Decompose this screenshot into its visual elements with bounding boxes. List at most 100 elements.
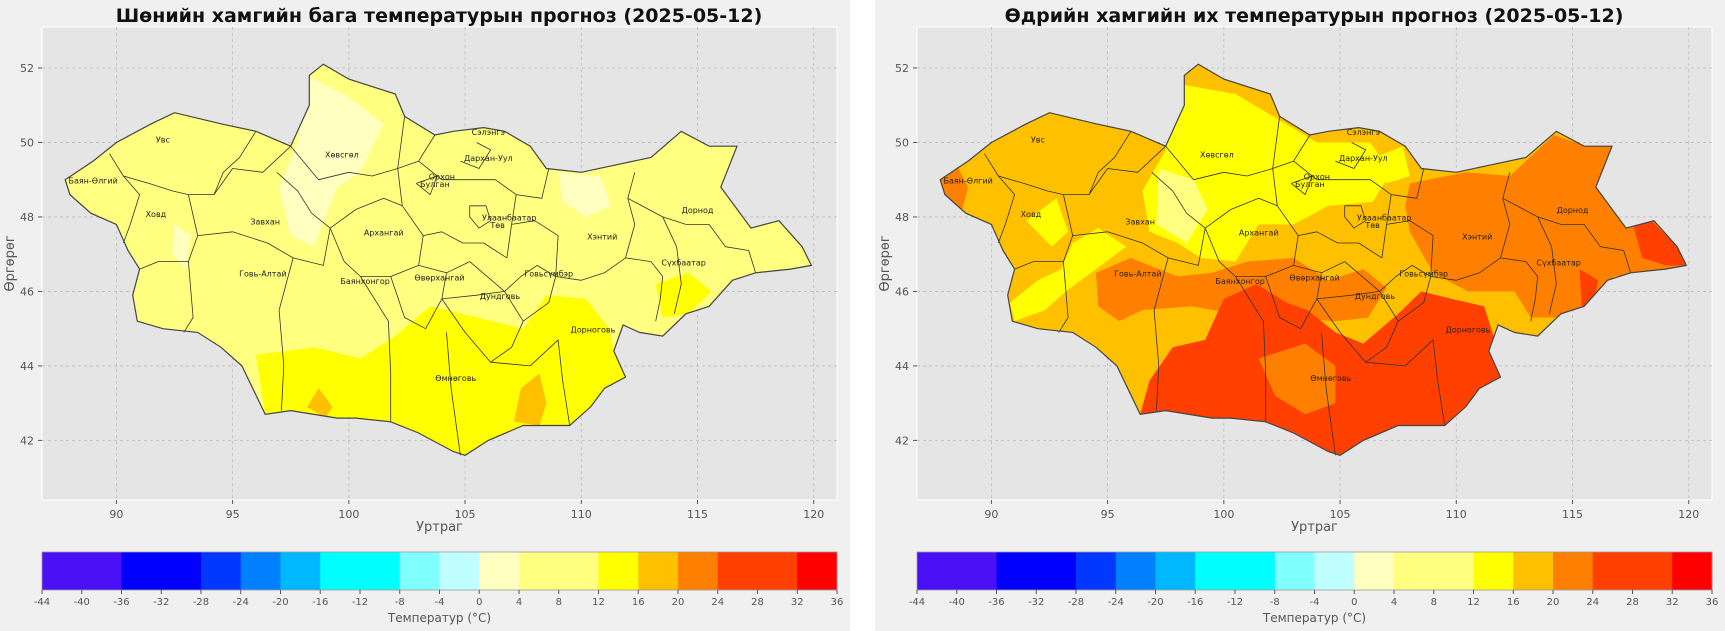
aimag-border bbox=[984, 153, 1015, 244]
colorbar-tick-label: -40 bbox=[949, 597, 965, 608]
aimag-border bbox=[998, 131, 1132, 196]
colorbar-swatch bbox=[996, 552, 1077, 590]
colorbar-swatch bbox=[1473, 552, 1514, 590]
colorbar-swatch bbox=[1672, 552, 1713, 590]
x-tick-label: 110 bbox=[571, 508, 592, 521]
aimag-label: Сэлэнгэ bbox=[1347, 128, 1380, 137]
aimag-label: Дархан-Уул bbox=[464, 154, 513, 163]
aimag-border bbox=[1291, 175, 1313, 196]
aimag-border bbox=[278, 257, 294, 411]
aimag-border bbox=[469, 205, 492, 229]
aimag-label: Дорноговь bbox=[570, 325, 615, 334]
colorbar-tick-label: -20 bbox=[1147, 597, 1163, 608]
aimag-border bbox=[625, 257, 664, 322]
y-tick-label: 46 bbox=[20, 285, 34, 298]
aimag-label: Дорнод bbox=[1557, 206, 1589, 215]
colorbar-swatch bbox=[638, 552, 679, 590]
aimag-border bbox=[446, 332, 461, 456]
aimag-label: Говь-Алтай bbox=[239, 270, 286, 279]
x-tick-label: 105 bbox=[455, 508, 476, 521]
colorbar-swatch bbox=[1155, 552, 1196, 590]
colorbar-tick-label: 16 bbox=[632, 597, 645, 608]
colorbar-tick-label: 28 bbox=[751, 597, 764, 608]
aimag-border bbox=[446, 261, 505, 292]
aimag-border bbox=[1153, 257, 1169, 411]
aimag-border bbox=[662, 216, 682, 314]
x-tick-label: 115 bbox=[1562, 508, 1583, 521]
aimag-label: Завхан bbox=[1125, 217, 1155, 226]
aimag-border bbox=[1235, 276, 1267, 422]
temperature-zone bbox=[1374, 146, 1410, 184]
aimag-border bbox=[1344, 205, 1366, 229]
temperature-zone bbox=[1026, 198, 1069, 247]
colorbar: -44 -40 -36 -32 -28 -24 -20 -16 -12 -8 -4 0 4 8 12 16 20… bbox=[909, 551, 1718, 625]
aimag-border bbox=[1379, 264, 1432, 322]
colorbar-tick-label: -40 bbox=[74, 597, 90, 608]
colorbar-tick-label: -32 bbox=[1028, 597, 1044, 608]
colorbar-tick-label: -32 bbox=[153, 597, 169, 608]
colorbar-swatch bbox=[1115, 552, 1156, 590]
y-axis-label: Өргөрөг bbox=[878, 235, 893, 291]
colorbar-tick-label: 0 bbox=[476, 597, 482, 608]
colorbar-swatch bbox=[42, 552, 122, 590]
temperature-zone bbox=[307, 388, 333, 419]
temperature-zone bbox=[1633, 220, 1687, 266]
aimag-border bbox=[416, 175, 438, 196]
colorbar-tick-label: -8 bbox=[1270, 597, 1280, 608]
colorbar-label: Температур (°C) bbox=[1262, 611, 1366, 625]
aimag-border bbox=[1151, 172, 1206, 266]
colorbar-tick-label: -16 bbox=[312, 597, 328, 608]
aimag-label: Говьсүмбэр bbox=[524, 270, 573, 279]
aimag-labels: Увс Баян-Өлгий Ховд Завхан Хөвсгөл Сэлэнгэ Дар… bbox=[943, 128, 1588, 383]
aimag-border bbox=[1316, 290, 1399, 363]
x-tick-label: 115 bbox=[687, 508, 708, 521]
temperature-zones bbox=[65, 64, 812, 456]
aimag-border bbox=[1335, 142, 1366, 169]
aimag-label: Төв bbox=[489, 221, 505, 230]
y-tick-label: 52 bbox=[20, 62, 34, 75]
colorbar-swatch bbox=[320, 552, 401, 590]
colorbar-tick-label: 4 bbox=[1391, 597, 1397, 608]
colorbar-swatch bbox=[1076, 552, 1117, 590]
aimag-label: Говь-Алтай bbox=[1114, 270, 1161, 279]
aimag-border bbox=[390, 265, 447, 330]
temperature-zones bbox=[940, 64, 1687, 456]
colorbar-swatch bbox=[1592, 552, 1673, 590]
colorbar-tick-label: -16 bbox=[1187, 597, 1203, 608]
colorbar-swatch bbox=[797, 552, 838, 590]
aimag-border bbox=[1088, 145, 1166, 195]
axis-ticks: 90 95 100 105 110 115 120 42 44 46 48 50 52 bbox=[895, 62, 1699, 521]
aimag-border bbox=[109, 153, 141, 244]
colorbar-tick-label: -4 bbox=[435, 597, 445, 608]
colorbar-swatch bbox=[678, 552, 719, 590]
colorbar-swatch bbox=[917, 552, 997, 590]
temperature-zone bbox=[1405, 135, 1687, 318]
x-tick-label: 100 bbox=[338, 508, 359, 521]
aimag-border bbox=[1204, 168, 1278, 229]
colorbar-tick-label: 20 bbox=[672, 597, 685, 608]
y-tick-label: 50 bbox=[895, 136, 909, 149]
y-tick-label: 44 bbox=[895, 360, 909, 373]
aimag-border bbox=[1391, 168, 1425, 199]
aimag-label: Булган bbox=[420, 180, 450, 189]
temperature-zone bbox=[1010, 228, 1127, 322]
aimag-border bbox=[276, 172, 331, 266]
aimag-label: Завхан bbox=[250, 217, 280, 226]
map-panel-max: Өдрийн хамгийн их температурын прогноз (… bbox=[878, 5, 1718, 625]
temperature-zone bbox=[940, 164, 969, 214]
colorbar-swatch bbox=[1553, 552, 1594, 590]
colorbar-swatch bbox=[519, 552, 599, 590]
colorbar-swatch bbox=[1274, 552, 1315, 590]
colorbar-tick-label: -24 bbox=[1108, 597, 1124, 608]
y-tick-label: 44 bbox=[20, 360, 34, 373]
colorbar-tick-label: -20 bbox=[272, 597, 288, 608]
map-panel-min: Шөнийн хамгийн бага температурын прогноз… bbox=[3, 5, 843, 625]
aimag-border bbox=[1537, 216, 1557, 314]
colorbar: -44 -40 -36 -32 -28 -24 -20 -16 -12 -8 -4 0 4 8 12 16 20… bbox=[34, 551, 843, 625]
aimag-label: Төв bbox=[1364, 221, 1380, 230]
aimag-label: Увс bbox=[156, 135, 170, 144]
aimag-border bbox=[197, 231, 294, 259]
temperature-zone bbox=[1096, 257, 1387, 322]
aimag-label: Баянхонгор bbox=[1215, 277, 1264, 286]
temperature-zone bbox=[1258, 343, 1336, 415]
